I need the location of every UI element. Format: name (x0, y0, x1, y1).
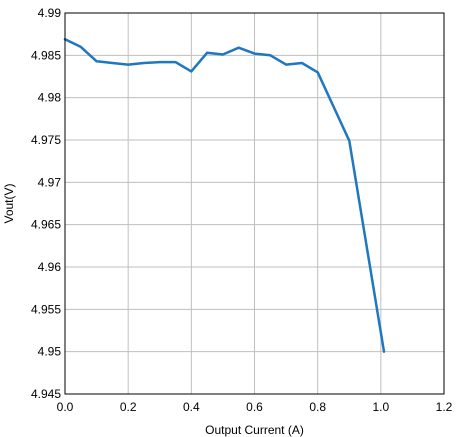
x-tick-label: 0.0 (57, 400, 74, 414)
y-tick-label: 4.95 (38, 345, 62, 359)
x-tick-label: 1.0 (372, 400, 389, 414)
x-tick-label: 0.4 (183, 400, 200, 414)
plot-area-frame (64, 12, 445, 395)
y-tick-label: 4.98 (38, 91, 62, 105)
x-tick-labels: 0.0 0.2 0.4 0.6 0.8 1.0 1.2 (57, 400, 453, 414)
y-tick-labels: 4.945 4.95 4.955 4.96 4.965 4.97 4.975 4.98 4.98… (31, 6, 61, 401)
y-tick-label: 4.975 (31, 133, 61, 147)
y-tick-label: 4.96 (38, 260, 62, 274)
series-line-0 (63, 37, 386, 353)
series-group (63, 37, 386, 353)
x-tick-label: 0.6 (246, 400, 263, 414)
grid-lines (64, 12, 445, 395)
x-axis-label: Output Current (A) (205, 423, 304, 437)
y-tick-label: 4.945 (31, 387, 61, 401)
y-axis-label: Vout(V) (2, 183, 16, 223)
y-tick-label: 4.955 (31, 302, 61, 316)
y-tick-label: 4.97 (38, 175, 62, 189)
y-tick-label: 4.985 (31, 48, 61, 62)
y-tick-label: 4.965 (31, 218, 61, 232)
x-tick-label: 1.2 (436, 400, 453, 414)
x-tick-label: 0.8 (309, 400, 326, 414)
x-tick-label: 0.2 (120, 400, 137, 414)
y-tick-label: 4.99 (38, 6, 62, 20)
